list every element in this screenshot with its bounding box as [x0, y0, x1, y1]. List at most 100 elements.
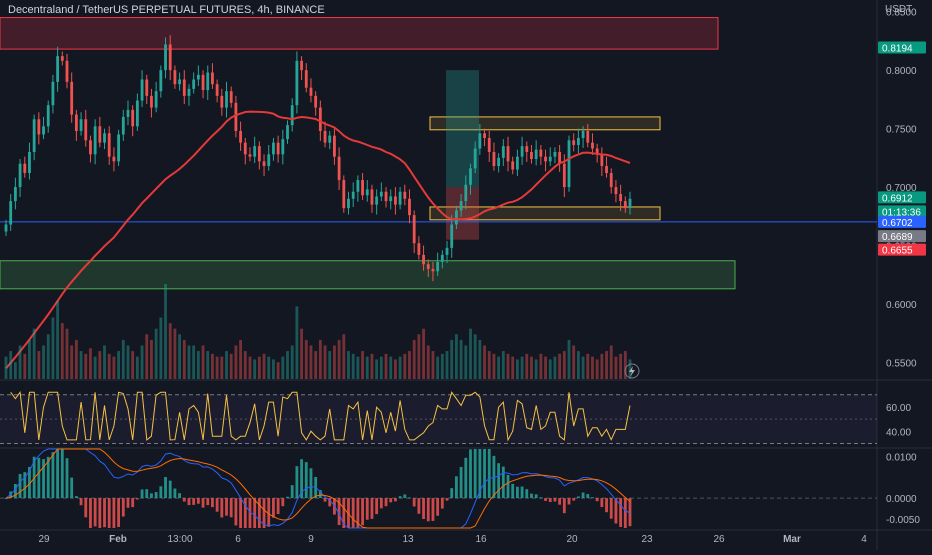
candle-body — [243, 142, 247, 155]
price-tag-box — [878, 205, 926, 218]
macd-histogram-bar — [159, 486, 163, 499]
macd-histogram-bar — [464, 457, 468, 499]
price-tag-box — [878, 215, 926, 228]
candle-body — [323, 130, 327, 143]
volume-bar — [220, 356, 224, 379]
volume-bar — [412, 339, 416, 379]
macd-histogram-bar — [478, 449, 482, 499]
volume-bar — [365, 356, 369, 379]
volume-bar — [361, 351, 364, 379]
price-tag-box — [878, 41, 926, 54]
macd-histogram-bar — [454, 476, 458, 499]
volume-bar — [18, 345, 22, 379]
macd-histogram-bar — [417, 498, 421, 514]
candle-body — [431, 268, 435, 272]
volume-bar — [408, 351, 411, 379]
candle-body — [121, 116, 125, 135]
candle-body — [131, 109, 135, 127]
price-tag: 0.8194 — [878, 41, 926, 54]
volume-bar — [609, 345, 613, 379]
macd-histogram-bar — [70, 477, 74, 499]
macd-histogram-bar — [459, 466, 463, 499]
candle-body — [525, 146, 529, 152]
macd-histogram-bar — [356, 498, 360, 528]
volume-bar — [178, 334, 182, 379]
volume-bar — [70, 345, 74, 379]
volume-bar — [239, 339, 242, 379]
volume-bar — [314, 351, 318, 379]
macd-histogram-bar — [150, 493, 153, 499]
volume-bar — [520, 356, 524, 379]
macd-histogram-bar — [544, 498, 547, 501]
macd-histogram-bar — [126, 498, 130, 508]
candle-body — [576, 137, 580, 145]
price-tag: 0.6702 — [878, 215, 926, 229]
macd-histogram-bar — [32, 456, 36, 499]
candle-body — [487, 137, 491, 152]
volume-bar — [459, 339, 463, 379]
volume-bar — [304, 339, 308, 379]
volume-bar — [544, 356, 547, 379]
candle-body — [93, 126, 97, 155]
volume-bar — [454, 334, 458, 379]
volume-bar — [13, 362, 17, 379]
volume-bar — [300, 328, 303, 379]
candle-body — [9, 201, 13, 225]
candle-body — [454, 210, 458, 225]
macd-histogram-bar — [361, 498, 364, 526]
macd-histogram-bar — [389, 498, 393, 503]
volume-bar — [215, 356, 219, 379]
macd-histogram-bar — [492, 455, 496, 499]
candle-body — [394, 196, 397, 205]
macd-histogram-bar — [403, 494, 407, 499]
macd-histogram-bar — [304, 462, 308, 499]
macd-histogram-bar — [530, 493, 533, 499]
volume-bar — [281, 356, 285, 379]
macd-histogram-bar — [595, 498, 599, 502]
candle-body — [600, 154, 604, 167]
volume-bar — [98, 351, 102, 379]
candle-body — [28, 152, 31, 174]
macd-histogram-bar — [164, 476, 167, 499]
volume-bar — [333, 345, 336, 379]
candle-body — [103, 133, 106, 143]
candle-body — [267, 154, 271, 167]
candle-body — [178, 79, 182, 85]
candle-body — [51, 81, 55, 106]
volume-bar — [229, 353, 233, 379]
volume-bar — [534, 359, 538, 379]
macd-histogram-bar — [581, 492, 585, 499]
candle-body — [478, 133, 482, 149]
volume-bar — [623, 351, 627, 379]
volume-bar — [562, 351, 566, 379]
volume-bar — [553, 356, 557, 379]
volume-bar — [309, 345, 313, 379]
macd-histogram-bar — [506, 474, 510, 499]
macd-histogram-bar — [46, 456, 50, 499]
volume-bar — [539, 353, 543, 379]
macd-histogram-bar — [229, 498, 233, 518]
volume-bar — [164, 284, 167, 379]
macd-histogram-bar — [243, 498, 247, 528]
rsi-line — [10, 390, 631, 442]
volume-bar — [131, 351, 135, 379]
candle-body — [98, 126, 102, 143]
volume-bar — [89, 348, 92, 379]
candle-body — [398, 191, 402, 205]
macd-histogram-bar — [515, 486, 519, 499]
volume-bar — [614, 356, 618, 379]
volume-bar — [150, 339, 153, 379]
candle-body — [272, 142, 275, 155]
volume-bar — [257, 356, 261, 379]
lightning-icon-glyph — [629, 366, 635, 377]
volume-bar — [234, 345, 238, 379]
volume-bar — [398, 356, 402, 379]
volume-bar — [450, 339, 454, 379]
candle-body — [605, 166, 608, 174]
volume-bar — [286, 351, 289, 379]
time-tick-label: 29 — [38, 534, 50, 545]
macd-histogram-bar — [473, 449, 477, 499]
macd-histogram-bar — [450, 488, 454, 499]
